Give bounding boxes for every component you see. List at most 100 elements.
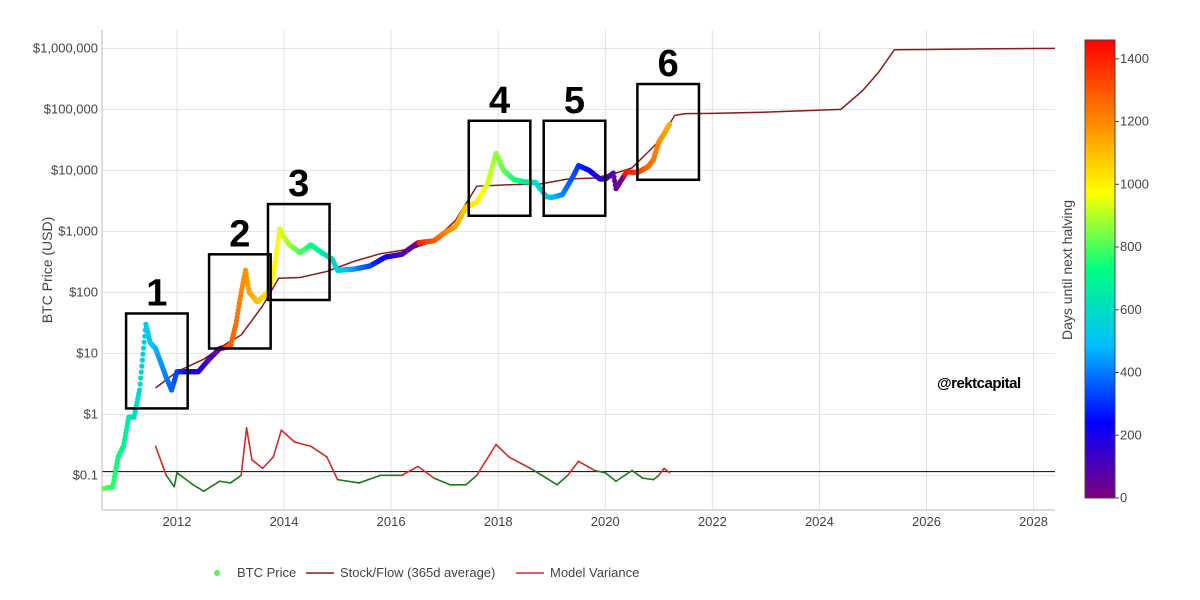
axes: 2012 2014 2016 2018 2020 2022 2024 2026 2028 $0.1… [33, 30, 1055, 529]
btc-price-point [275, 238, 281, 244]
model-variance-segment [192, 483, 205, 492]
x-tick-label: 2018 [484, 514, 513, 529]
btc-price-point [140, 345, 147, 351]
model-variance-segment [615, 469, 633, 483]
x-tick-label: 2014 [270, 514, 299, 529]
model-variance-segment [245, 427, 253, 461]
model-variance-segment [529, 467, 548, 479]
model-variance-segment [272, 429, 283, 458]
y-tick-label: $10 [76, 345, 98, 360]
colorbar-tick-label: 1400 [1120, 51, 1149, 66]
model-variance-segment [261, 456, 275, 470]
model-variance-segment [604, 471, 617, 483]
model-variance-segment [218, 480, 232, 484]
x-tick-label: 2020 [591, 514, 620, 529]
colorbar: 0 200 400 600 800 1000 1200 1400 [1084, 39, 1149, 505]
model-variance-segment [310, 445, 328, 458]
y-tick-label: $10,000 [51, 162, 98, 177]
model-variance-segment [663, 467, 671, 474]
model-variance-segment [202, 480, 221, 492]
btc-price-point [274, 242, 281, 248]
y-tick-label: $0.1 [73, 467, 98, 482]
btc-price-point [610, 170, 616, 176]
y-tick-label: $100 [69, 284, 98, 299]
y-axis-title: BTC Price (USD) [39, 217, 55, 324]
model-variance-segment [465, 474, 478, 486]
y-tick-label: $100,000 [44, 101, 98, 116]
model-variance-segment [593, 469, 607, 474]
y-tick-label: $1,000,000 [33, 40, 98, 55]
btc-price-point [271, 263, 278, 269]
model-variance-layer [154, 427, 671, 492]
model-variance-segment [251, 458, 264, 470]
plot-area [102, 30, 1055, 510]
model-variance-segment [475, 443, 497, 477]
model-variance-segment [508, 456, 532, 470]
btc-price-point [271, 267, 277, 273]
x-tick-label: 2024 [805, 514, 834, 529]
model-variance-segment [240, 427, 248, 477]
watermark: @rektcapital [937, 375, 1021, 392]
model-variance-segment [336, 478, 360, 484]
btc-price-point [666, 121, 673, 127]
btc-price-point [611, 174, 617, 180]
colorbar-gradient [1084, 39, 1116, 499]
x-tick-label: 2026 [912, 514, 941, 529]
model-variance-segment [280, 429, 296, 443]
model-variance-segment [545, 477, 558, 486]
annotation-box-label: 3 [288, 163, 309, 205]
y-tick-label: $1 [84, 406, 98, 421]
model-variance-segment [326, 456, 339, 481]
x-tick-label: 2028 [1019, 514, 1048, 529]
btc-price-point [612, 178, 618, 184]
model-variance-segment [176, 471, 194, 486]
model-variance-segment [165, 474, 176, 488]
btc-price-point [140, 351, 146, 357]
colorbar-tick-label: 400 [1120, 365, 1142, 380]
annotation-box-label: 5 [564, 80, 585, 122]
legend-label-btc-price: BTC Price [237, 565, 296, 580]
colorbar-tick-label: 1200 [1120, 114, 1149, 129]
annotation-box [467, 119, 532, 218]
btc-price-point [139, 357, 145, 363]
y-tick-label: $1,000 [58, 223, 98, 238]
x-tick-label: 2022 [698, 514, 727, 529]
btc-price-point [141, 339, 147, 345]
legend: BTC Price Stock/Flow (365d average) Model … [214, 565, 639, 580]
annotation-box [636, 82, 701, 182]
btc-price-point [270, 271, 276, 277]
colorbar-tick-label: 800 [1120, 239, 1142, 254]
colorbar-title: Days until next halving [1059, 200, 1075, 340]
annotation-box-label: 1 [146, 272, 167, 314]
btc-price-point [274, 246, 280, 252]
annotation-box [124, 312, 189, 410]
model-variance-segment [433, 477, 451, 486]
btc-price-point [273, 250, 279, 257]
annotation-box-label: 6 [658, 43, 679, 85]
legend-label-stock-to-flow: Stock/Flow (365d average) [340, 565, 495, 580]
legend-label-model-variance: Model Variance [550, 565, 639, 580]
x-tick-label: 2016 [377, 514, 406, 529]
model-variance-segment [229, 474, 243, 484]
model-variance-segment [495, 443, 510, 458]
x-tick-label: 2012 [162, 514, 191, 529]
annotation-box [266, 202, 331, 302]
colorbar-tick-label: 0 [1120, 490, 1127, 505]
model-variance-segment [556, 474, 569, 486]
legend-swatch-btc-price [214, 570, 220, 576]
btc-price-point [273, 254, 279, 261]
annotation-box-label: 2 [229, 213, 250, 255]
btc-price-point [275, 234, 282, 240]
model-variance-segment [173, 471, 178, 488]
colorbar-tick-label: 600 [1120, 302, 1142, 317]
btc-price-point [272, 259, 278, 265]
annotation-box [542, 119, 607, 218]
model-variance-segment [641, 477, 655, 481]
btc-price-point [139, 363, 145, 369]
model-variance-segment [577, 460, 596, 472]
annotation-box [207, 253, 272, 350]
model-variance-segment [652, 474, 660, 481]
colorbar-tick-label: 200 [1120, 427, 1142, 442]
model-variance-segment [293, 441, 312, 448]
model-variance-segment [631, 469, 644, 479]
